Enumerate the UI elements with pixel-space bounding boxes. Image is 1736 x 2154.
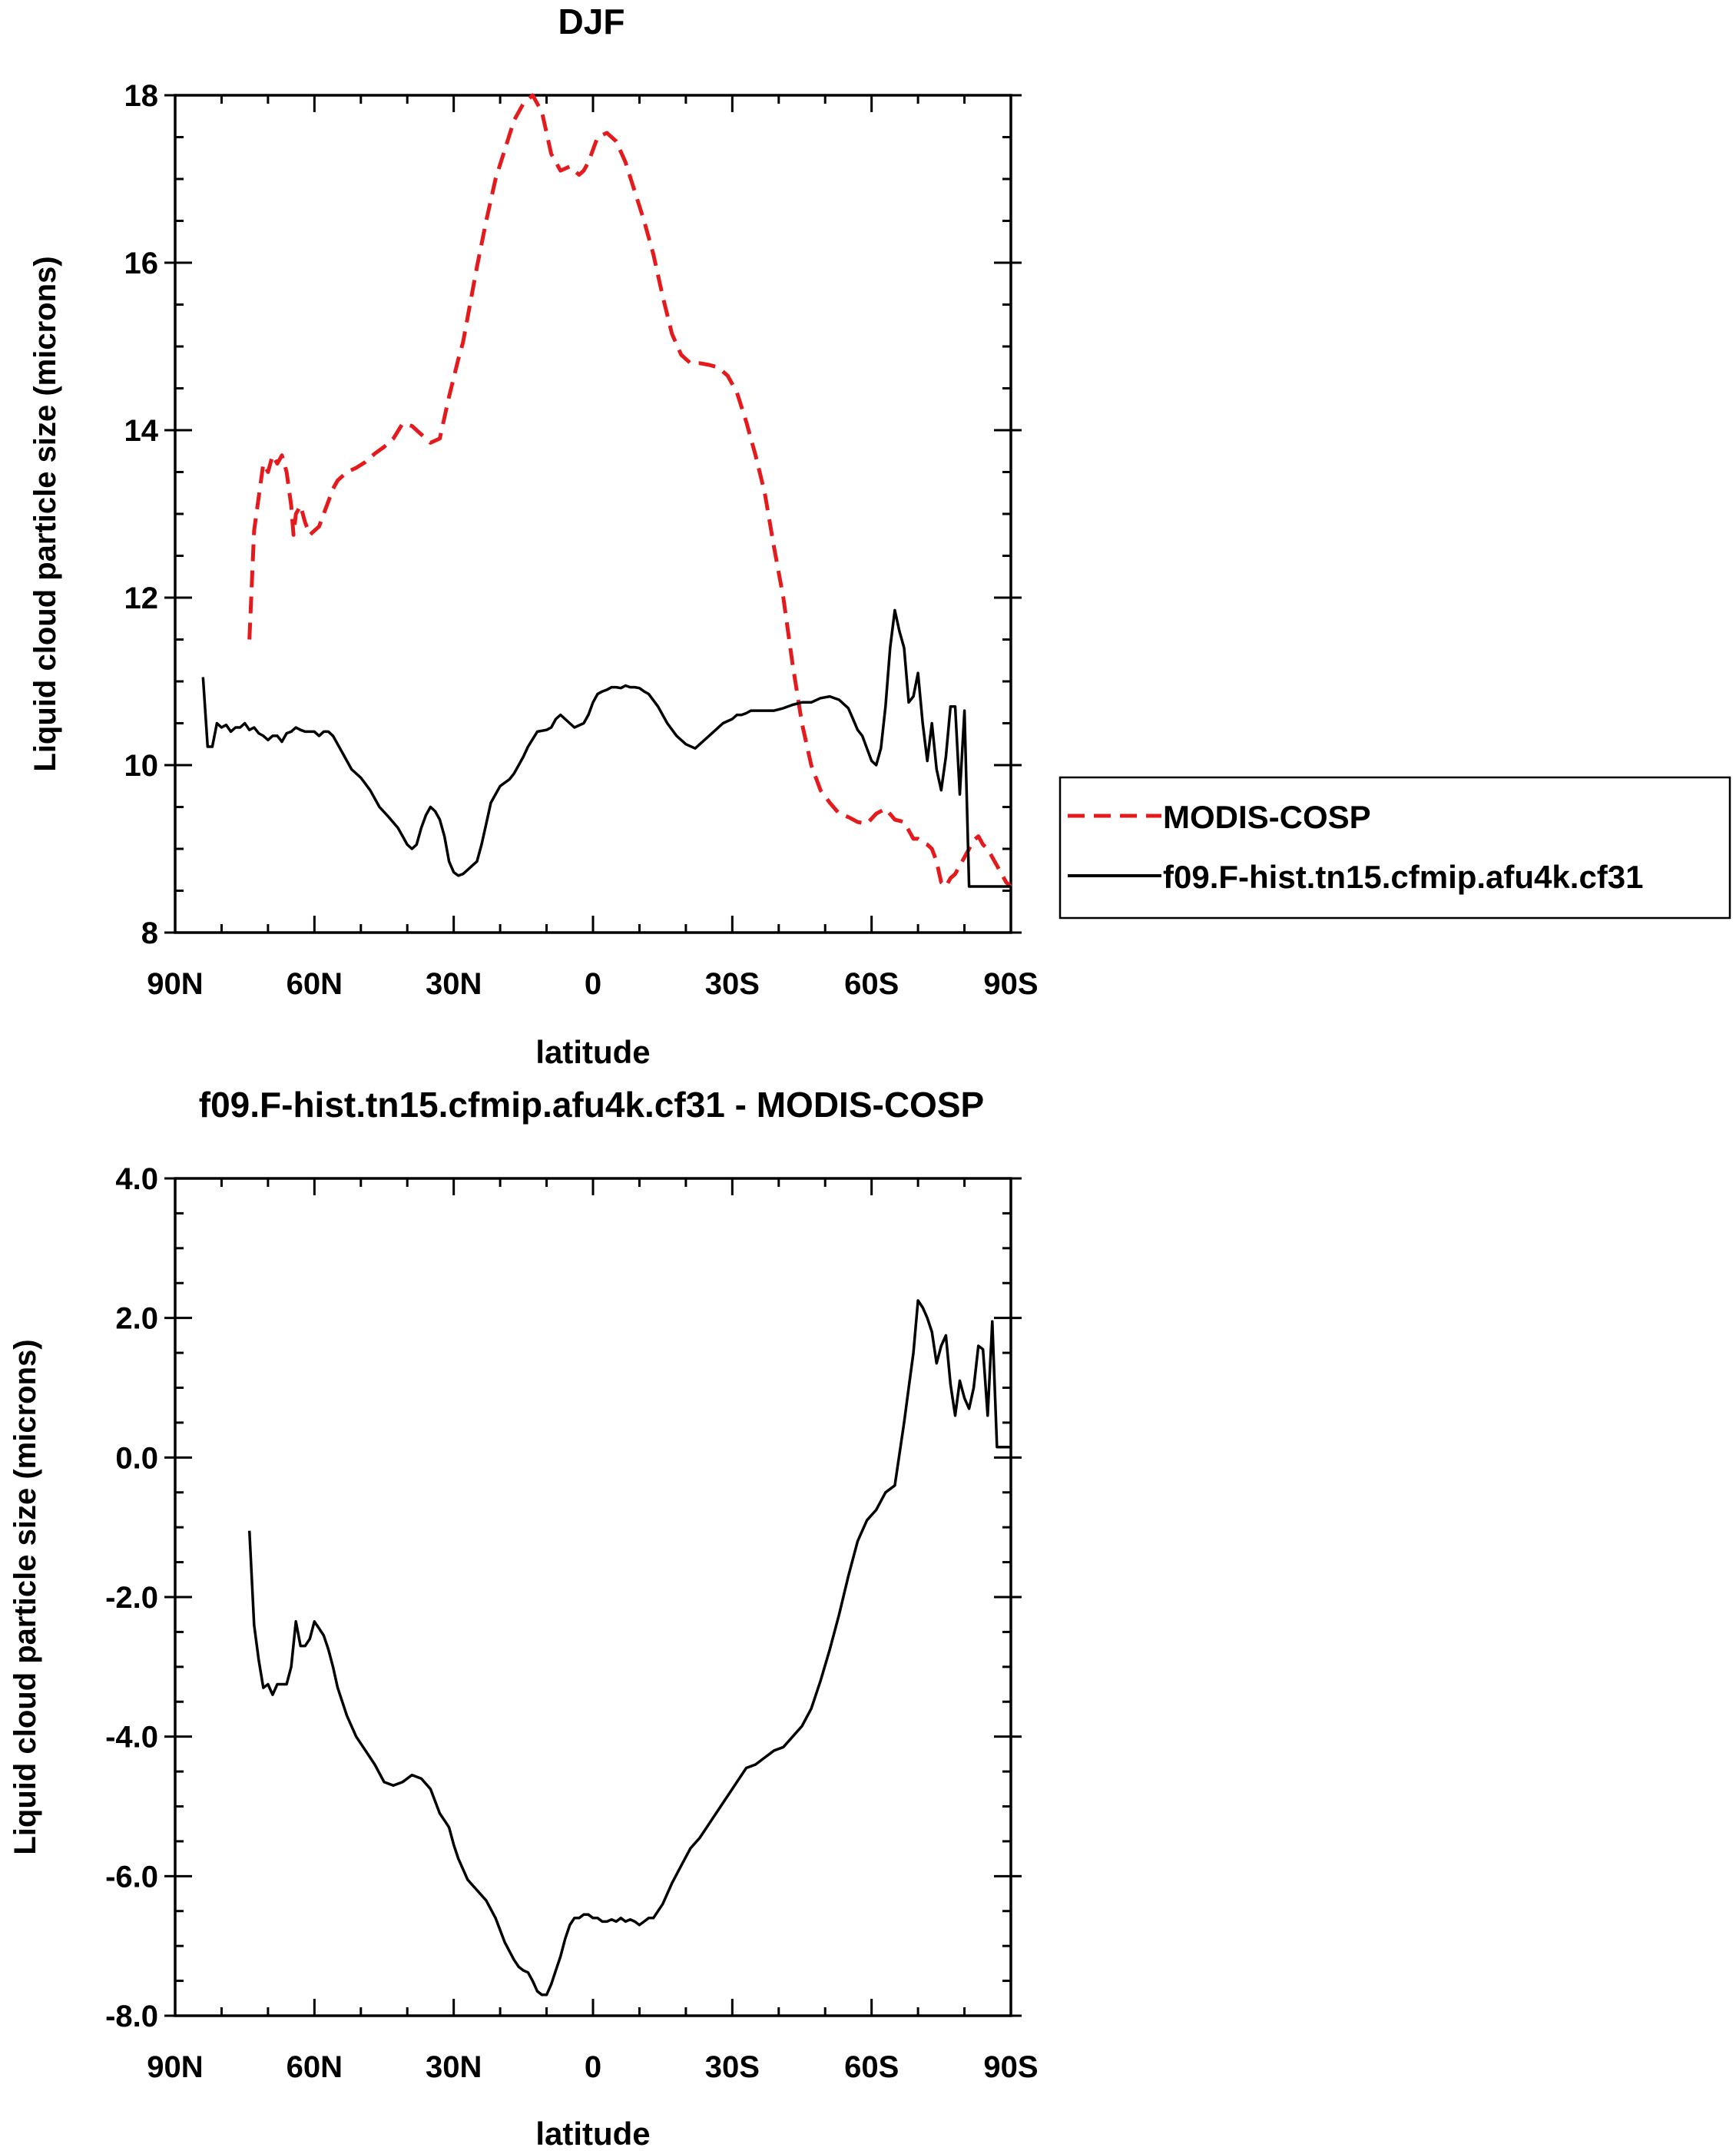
top-x-tick-label: 30N xyxy=(426,967,482,1001)
top-y-axis-label: Liquid cloud particle size (microns) xyxy=(28,256,62,771)
top-series-line-1 xyxy=(201,608,1011,888)
bottom-y-tick-label: 4.0 xyxy=(115,1162,158,1196)
top-y-tick-label: 16 xyxy=(124,247,159,280)
top-y-tick-label: 18 xyxy=(124,79,159,113)
top-x-tick-label: 90S xyxy=(983,967,1038,1001)
top-x-axis-label: latitude xyxy=(535,1034,650,1070)
top-plot-area xyxy=(174,94,1012,934)
bottom-series-line-0 xyxy=(247,1299,1011,1997)
bottom-x-tick-label: 60S xyxy=(844,2050,899,2084)
bottom-x-tick-label: 60N xyxy=(287,2050,343,2084)
bottom-x-tick-label: 90N xyxy=(147,2050,203,2084)
top-axis-ticks: 90N 60N 30N 0 30S 60S 90S 8 10 12 14 16 18 xyxy=(124,79,1039,1001)
bottom-axis-ticks: 90N 60N 30N 0 30S 60S 90S -8.0 -6.0 -4.0 -2.0 0.0 2.… xyxy=(105,1162,1039,2084)
top-series-line-0 xyxy=(247,93,1012,889)
bottom-x-axis-label: latitude xyxy=(535,2116,650,2152)
bottom-x-tick-label: 30N xyxy=(426,2050,482,2084)
top-series-group xyxy=(201,93,1012,889)
bottom-chart-title: f09.F-hist.tn15.cfmip.afu4k.cf31 - MODIS… xyxy=(199,1085,984,1125)
bottom-series-group xyxy=(247,1299,1011,1997)
top-chart-title: DJF xyxy=(558,2,625,41)
top-x-tick-label: 0 xyxy=(585,967,601,1001)
top-y-tick-label: 8 xyxy=(141,916,158,950)
bottom-x-tick-label: 0 xyxy=(585,2050,601,2084)
panel-top: DJF 90N 60N 30N 0 30S 60S 90S 8 10 12 14 16 18 latit… xyxy=(28,2,1731,1070)
top-y-tick-label: 12 xyxy=(124,582,159,615)
bottom-y-tick-label: 2.0 xyxy=(115,1302,158,1336)
top-x-tick-label: 60N xyxy=(287,967,343,1001)
bottom-y-tick-label: -6.0 xyxy=(105,1860,158,1894)
bottom-plot-area xyxy=(174,1177,1012,2017)
bottom-y-tick-label: -4.0 xyxy=(105,1721,158,1755)
top-y-tick-label: 10 xyxy=(124,749,159,783)
bottom-y-axis-label: Liquid cloud particle size (microns) xyxy=(8,1339,42,1854)
bottom-y-tick-label: -8.0 xyxy=(105,2000,158,2033)
top-x-tick-label: 60S xyxy=(844,967,899,1001)
legend-box xyxy=(1058,776,1731,920)
top-x-tick-label: 30S xyxy=(705,967,760,1001)
legend: MODIS-COSP f09.F-hist.tn15.cfmip.afu4k.c… xyxy=(1058,776,1731,920)
top-y-tick-label: 14 xyxy=(124,414,159,448)
bottom-plot-frame xyxy=(174,1177,1012,2017)
top-plot-frame xyxy=(174,94,1012,934)
bottom-x-tick-label: 30S xyxy=(705,2050,760,2084)
top-x-tick-label: 90N xyxy=(147,967,203,1001)
legend-label-model: f09.F-hist.tn15.cfmip.afu4k.cf31 xyxy=(1163,859,1644,895)
bottom-x-tick-label: 90S xyxy=(983,2050,1038,2084)
bottom-y-tick-label: 0.0 xyxy=(115,1441,158,1475)
legend-label-modis-cosp: MODIS-COSP xyxy=(1163,799,1371,835)
bottom-y-tick-label: -2.0 xyxy=(105,1581,158,1615)
panel-bottom: f09.F-hist.tn15.cfmip.afu4k.cf31 - MODIS… xyxy=(8,1085,1039,2152)
